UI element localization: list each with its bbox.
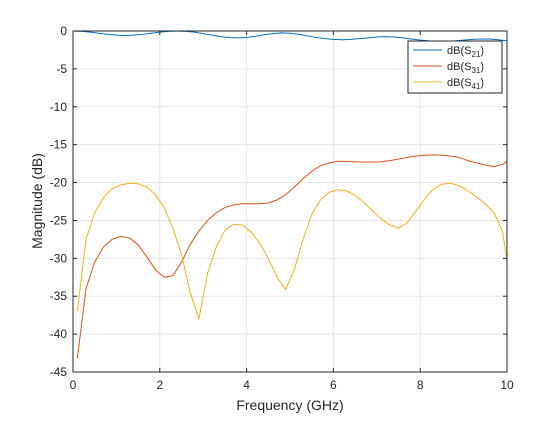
- x-axis-label: Frequency (GHz): [236, 397, 343, 413]
- y-axis-label: Magnitude (dB): [29, 153, 45, 249]
- x-tick-label: 10: [500, 378, 514, 392]
- axes: [72, 30, 508, 373]
- legend: dB(S21) dB(S31) dB(S41): [407, 40, 503, 94]
- legend-entry-label: dB(S41): [447, 77, 484, 91]
- x-tick-label: 2: [156, 378, 163, 392]
- y-tick-label: -25: [50, 213, 68, 227]
- y-tick-label: -45: [50, 365, 68, 379]
- y-tick-label: -15: [50, 138, 68, 152]
- series-line-3: [76, 182, 508, 320]
- y-tick-label: -5: [56, 62, 67, 76]
- x-tick-label: 0: [70, 378, 77, 392]
- x-tick-label: 8: [417, 378, 424, 392]
- legend-entry-label: dB(S21): [447, 45, 484, 59]
- y-tick-label: -10: [50, 100, 68, 114]
- legend-entry-label: dB(S31): [447, 61, 484, 75]
- x-tick-label: 6: [330, 378, 337, 392]
- ticks: 0 2 4 6 8 10 0 -5 -10 -15 -20 -25 -30 -35 -40 -45: [50, 24, 514, 392]
- y-tick-label: -35: [50, 289, 68, 303]
- series-line-2: [76, 154, 508, 359]
- y-tick-label: 0: [60, 24, 67, 38]
- plot-area-border: [72, 30, 508, 373]
- grid: [72, 30, 508, 373]
- x-tick-label: 4: [243, 378, 250, 392]
- y-tick-label: -30: [50, 251, 68, 265]
- y-tick-label: -40: [50, 327, 68, 341]
- y-tick-label: -20: [50, 176, 68, 190]
